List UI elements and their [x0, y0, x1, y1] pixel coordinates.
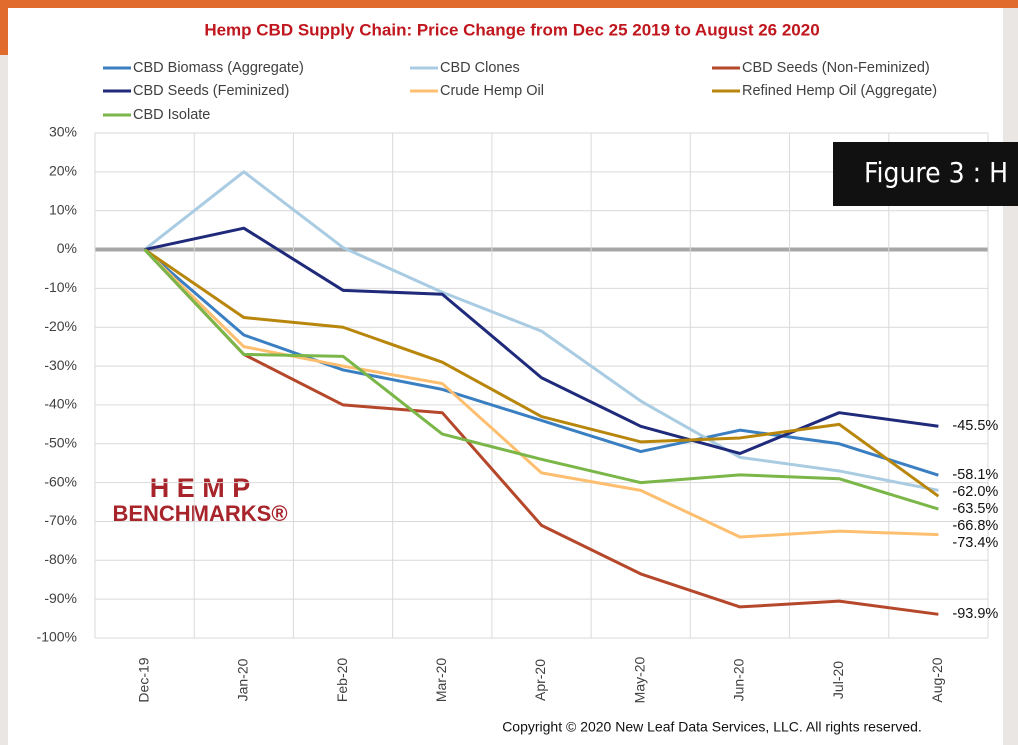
- y-tick-label: -70%: [44, 512, 77, 528]
- legend-label: CBD Seeds (Feminized): [133, 83, 289, 99]
- chart-title: Hemp CBD Supply Chain: Price Change from…: [204, 20, 819, 39]
- data-label: -66.8%: [952, 518, 998, 534]
- y-tick-label: 30%: [49, 124, 77, 140]
- left-bar: [0, 0, 8, 55]
- y-tick-label: 20%: [49, 163, 77, 179]
- x-tick-label: Aug-20: [929, 657, 945, 702]
- data-label: -63.5%: [952, 501, 998, 517]
- data-label: -45.5%: [952, 418, 998, 434]
- copyright: Copyright © 2020 New Leaf Data Services,…: [502, 719, 922, 735]
- legend-label: CBD Isolate: [133, 107, 210, 123]
- series-line: [143, 248, 939, 477]
- banner: [833, 142, 1018, 206]
- logo-line2: BENCHMARKS®: [112, 501, 287, 526]
- top-bar: [0, 0, 1018, 8]
- y-tick-label: 0%: [57, 240, 77, 256]
- series-line: [144, 226, 939, 455]
- chart-background: [8, 8, 1003, 745]
- legend-label: CBD Seeds (Non-Feminized): [742, 60, 930, 76]
- legend-label: Refined Hemp Oil (Aggregate): [742, 83, 937, 99]
- y-tick-label: -40%: [44, 396, 77, 412]
- x-tick-label: May-20: [631, 656, 647, 703]
- y-tick-label: -50%: [44, 434, 77, 450]
- banner-text: Figure 3 : H: [864, 156, 1008, 189]
- y-tick-label: -10%: [44, 279, 77, 295]
- series-line: [143, 248, 940, 498]
- legend-label: Crude Hemp Oil: [440, 83, 544, 99]
- y-tick-label: -60%: [44, 473, 77, 489]
- legend-label: CBD Biomass (Aggregate): [133, 60, 304, 76]
- data-label: -62.0%: [952, 484, 998, 500]
- x-tick-label: Mar-20: [433, 658, 449, 703]
- data-label: -58.1%: [952, 467, 998, 483]
- series-line: [143, 248, 939, 511]
- x-tick-label: Jun-20: [731, 658, 747, 701]
- x-tick-label: Jan-20: [235, 658, 251, 701]
- data-label: -73.4%: [952, 535, 998, 551]
- x-tick-label: Apr-20: [532, 659, 548, 701]
- logo-line1: H E M P: [150, 473, 251, 503]
- data-label: -93.9%: [952, 606, 998, 622]
- y-tick-label: -90%: [44, 590, 77, 606]
- series-line: [143, 248, 939, 539]
- x-tick-label: Dec-19: [135, 657, 151, 702]
- y-tick-label: 10%: [49, 201, 77, 217]
- series-line: [143, 248, 939, 616]
- series-line: [143, 170, 939, 492]
- x-tick-label: Feb-20: [334, 658, 350, 703]
- y-tick-label: -20%: [44, 318, 77, 334]
- y-tick-label: -80%: [44, 551, 77, 567]
- x-tick-label: Jul-20: [830, 661, 846, 699]
- legend-label: CBD Clones: [440, 60, 520, 76]
- y-tick-label: -30%: [44, 357, 77, 373]
- y-tick-label: -100%: [37, 629, 77, 645]
